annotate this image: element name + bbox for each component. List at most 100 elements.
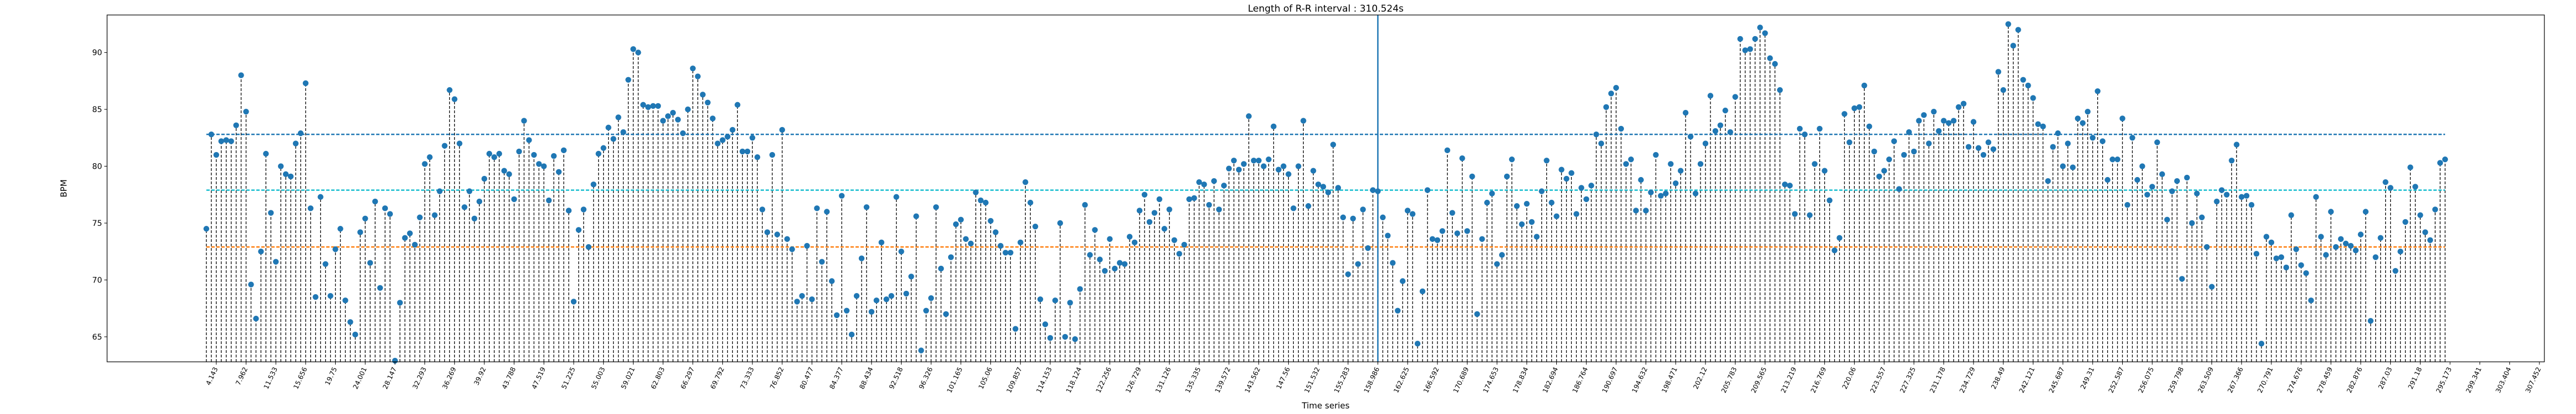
data-point	[1687, 134, 1694, 140]
data-point	[933, 204, 939, 210]
data-point	[1960, 100, 1967, 107]
data-point	[1722, 107, 1728, 114]
data-point	[1821, 168, 1828, 174]
data-point	[2229, 158, 2235, 164]
data-point	[2318, 234, 2324, 240]
data-point	[2362, 209, 2369, 215]
data-point	[536, 161, 542, 167]
data-point	[1762, 30, 1768, 36]
data-point	[272, 259, 279, 265]
data-point	[466, 188, 473, 194]
data-point	[1876, 173, 1882, 180]
data-point	[2239, 194, 2245, 200]
data-point	[958, 216, 964, 223]
data-point	[2104, 176, 2111, 183]
data-point	[1811, 161, 1818, 167]
data-point	[2442, 156, 2448, 163]
data-point	[1286, 171, 1292, 178]
data-point	[1092, 227, 1098, 233]
data-point	[2288, 212, 2294, 218]
data-point	[720, 137, 726, 143]
data-point	[461, 204, 468, 210]
data-point	[1246, 113, 1252, 119]
data-point	[263, 150, 269, 157]
data-point	[1211, 178, 1217, 184]
data-point	[2079, 120, 2086, 126]
data-point	[302, 80, 309, 87]
data-point	[1846, 139, 1853, 145]
data-point	[1727, 129, 1733, 135]
data-point	[848, 331, 855, 338]
data-point	[1623, 161, 1629, 167]
data-point	[1047, 335, 1054, 341]
data-point	[277, 163, 284, 169]
data-point	[1131, 239, 1138, 246]
data-point	[1638, 176, 1644, 183]
data-point	[1707, 93, 1714, 99]
y-tick-label: 70	[92, 276, 102, 285]
data-point	[1648, 189, 1654, 195]
data-point	[680, 130, 686, 137]
data-point	[2084, 108, 2091, 115]
data-point	[1673, 180, 1679, 186]
data-point	[2407, 164, 2413, 170]
data-point	[740, 148, 746, 155]
data-point	[1271, 123, 1277, 130]
data-point	[1419, 288, 1426, 295]
data-point	[2204, 244, 2210, 250]
data-point	[1469, 173, 1475, 180]
data-point	[829, 278, 835, 284]
data-point	[1276, 166, 1282, 173]
data-point	[297, 130, 304, 137]
data-point	[2422, 229, 2428, 235]
data-point	[1231, 158, 1237, 164]
data-point	[809, 296, 815, 302]
data-point	[774, 231, 781, 238]
data-point	[918, 347, 924, 354]
data-point	[1861, 82, 1868, 89]
data-point	[372, 198, 378, 205]
data-point	[357, 229, 363, 235]
data-point	[1896, 186, 1902, 192]
data-point	[1196, 179, 1202, 185]
data-point	[2367, 318, 2374, 324]
data-point	[1668, 161, 1674, 167]
data-point	[1543, 158, 1550, 164]
data-point	[1583, 196, 1590, 203]
data-point	[1295, 163, 1302, 169]
data-point	[2417, 212, 2423, 218]
data-point	[725, 134, 731, 140]
data-point	[2283, 264, 2289, 271]
data-point	[1752, 36, 1758, 42]
data-point	[2412, 184, 2418, 190]
data-point	[1390, 260, 1396, 266]
data-point	[2214, 198, 2220, 205]
data-point	[1548, 199, 1555, 206]
data-point	[1072, 336, 1078, 342]
data-point	[779, 127, 785, 133]
data-point	[1747, 46, 1753, 52]
data-point	[1241, 161, 1247, 167]
data-point	[873, 297, 879, 304]
y-axis-label: BPM	[59, 179, 69, 197]
data-point	[213, 152, 220, 158]
data-point	[312, 294, 318, 300]
data-point	[447, 87, 453, 93]
data-point	[457, 140, 463, 147]
data-point	[1206, 202, 1212, 208]
data-point	[1529, 219, 1535, 225]
data-point	[1990, 146, 1997, 153]
data-point	[1003, 250, 1009, 256]
data-point	[1027, 199, 1034, 206]
data-point	[565, 208, 572, 214]
data-point	[2015, 27, 2021, 33]
data-point	[695, 73, 701, 79]
data-point	[1921, 112, 1927, 118]
data-point	[685, 106, 691, 113]
data-point	[903, 290, 909, 297]
data-point	[2010, 43, 2016, 49]
data-point	[1256, 158, 1262, 164]
data-point	[496, 150, 503, 157]
